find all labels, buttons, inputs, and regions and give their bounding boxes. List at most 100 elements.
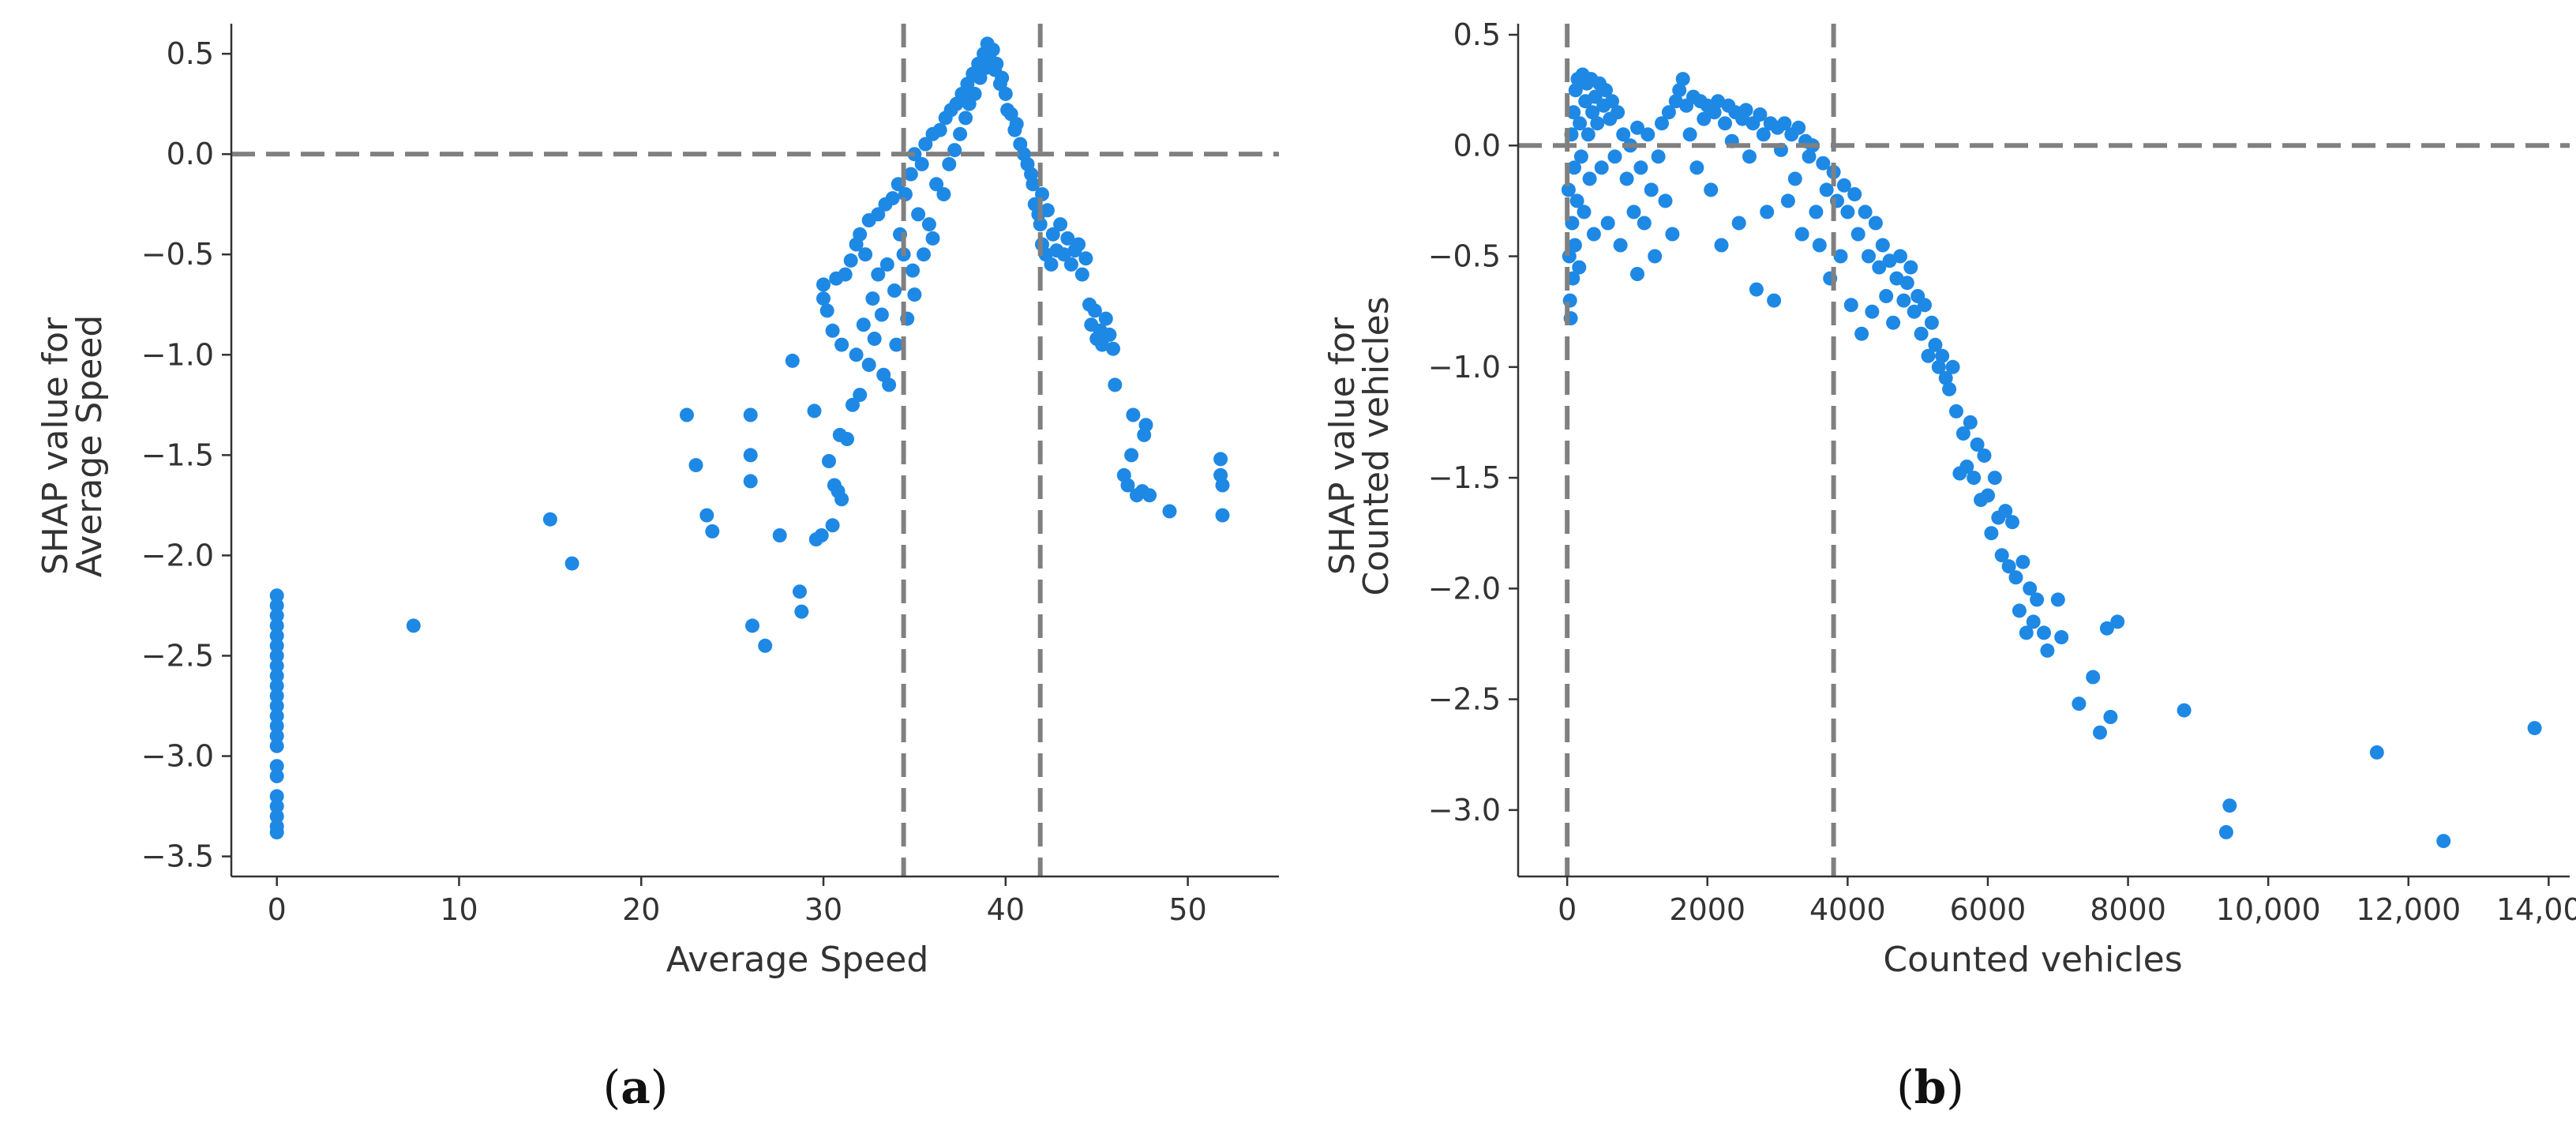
chart-a-point — [882, 377, 897, 392]
chart-b-point — [1582, 171, 1597, 186]
chart-a-point — [269, 588, 284, 603]
chart-b-point — [1816, 156, 1831, 171]
chart-b-point — [1665, 227, 1680, 242]
chart-b-point — [1707, 105, 1722, 120]
chart-b-x-tick-label: 8000 — [2090, 892, 2166, 927]
chart-b-point — [1777, 116, 1792, 131]
chart-b-point — [1738, 103, 1753, 118]
chart-b-point — [1868, 216, 1883, 231]
chart-b-point — [1802, 149, 1817, 164]
chart-a-point — [688, 458, 703, 473]
chart-a-x-tick-label: 10 — [440, 892, 478, 927]
chart-a-point — [758, 638, 773, 653]
chart-a-point — [743, 407, 758, 422]
chart-b-point — [1626, 205, 1641, 220]
chart-a-point — [889, 337, 904, 352]
chart-b-x-tick-label: 12,000 — [2356, 892, 2461, 927]
panel-b-label: (b) — [1896, 1060, 1964, 1114]
chart-a-point — [1071, 237, 1086, 252]
chart-a-point — [705, 524, 720, 539]
chart-a-point — [1142, 488, 1157, 503]
chart-b-point — [1833, 249, 1848, 264]
chart-a-point — [947, 143, 962, 158]
chart-b-point — [1893, 249, 1907, 264]
chart-a-point — [699, 508, 714, 523]
chart-b-point — [1840, 205, 1855, 220]
chart-a-point — [871, 207, 886, 222]
chart-a-point — [794, 604, 809, 619]
chart-b-point — [1567, 160, 1581, 175]
chart-b-point — [1633, 160, 1648, 175]
chart-b-point — [1921, 348, 1936, 363]
chart-a-point — [822, 454, 836, 468]
chart-b-x-tick-label: 2000 — [1669, 892, 1745, 927]
chart-b-point — [1854, 326, 1869, 341]
chart-b-point — [1879, 289, 1894, 303]
chart-a-point — [903, 167, 918, 182]
chart-b-point — [1886, 315, 1901, 330]
chart-a-point — [269, 689, 284, 704]
chart-a-point — [936, 187, 951, 201]
chart-a-point — [871, 267, 886, 282]
chart-a-point — [867, 332, 882, 346]
chart-b-point — [1651, 149, 1666, 164]
chart-b-point — [2005, 515, 2019, 530]
chart-b-point — [1760, 205, 1775, 220]
chart-a-point — [942, 156, 957, 171]
chart-a-point — [816, 277, 831, 292]
chart-b-point — [1850, 227, 1865, 242]
chart-b-point — [2110, 614, 2125, 629]
chart-b-point — [1718, 116, 1732, 131]
chart-a-point — [269, 738, 284, 753]
chart-b-point — [1588, 89, 1603, 104]
chart-b-point — [2012, 603, 2027, 618]
chart-b-point — [1977, 449, 1992, 463]
chart-a-point — [406, 618, 421, 633]
chart-a-point — [861, 358, 876, 372]
chart-a-point — [846, 397, 860, 412]
chart-a-point — [887, 283, 902, 298]
chart-b-point — [1931, 359, 1946, 374]
chart-a-point — [1124, 448, 1139, 463]
chart-b-point — [1689, 160, 1704, 175]
chart-b-point — [1959, 460, 1974, 474]
chart-a-point — [925, 231, 940, 246]
chart-a-point — [269, 648, 284, 663]
chart-b-point — [1637, 216, 1652, 231]
chart-b-point — [1697, 111, 1712, 126]
chart-a-point — [1108, 377, 1123, 392]
chart-b-point — [1794, 227, 1809, 242]
chart-a-point — [967, 86, 982, 101]
chart-b-point — [1872, 260, 1887, 275]
chart-a-point — [834, 492, 849, 507]
chart-b-point — [1903, 260, 1918, 275]
chart-a-point — [269, 618, 284, 633]
chart-a-point — [1215, 508, 1230, 523]
chart-b-point — [1791, 120, 1806, 135]
chart-b-point — [2072, 696, 2087, 711]
chart-b-y-tick-label: 0.0 — [1453, 128, 1501, 163]
chart-a-x-tick-label: 50 — [1168, 892, 1206, 927]
chart-a-point — [269, 659, 284, 674]
chart-b-point — [2050, 592, 2065, 607]
chart-b-y-tick-label: −1.0 — [1428, 350, 1501, 385]
chart-a-y-tick-label: −2.5 — [141, 638, 214, 673]
chart-b-x-axis-label: Counted vehicles — [1883, 940, 2182, 980]
chart-b-point — [1984, 526, 1999, 541]
chart-b-point — [2177, 703, 2192, 718]
chart-b-x-tick-label: 6000 — [1950, 892, 2027, 927]
chart-a-point — [1033, 217, 1048, 232]
chart-b-point — [2054, 630, 2069, 644]
chart-b-point — [1918, 298, 1932, 313]
chart-a-point — [269, 799, 284, 814]
chart-a-point — [874, 307, 889, 322]
chart-a-point — [269, 638, 284, 653]
chart-b-point — [1630, 120, 1644, 135]
chart-b-point — [2086, 670, 2101, 685]
chart-b-x-tick-label: 14,000 — [2496, 892, 2576, 927]
chart-b-point — [1967, 471, 1982, 486]
chart-b-point — [1616, 127, 1631, 142]
chart-a-point — [1053, 217, 1068, 232]
chart-b-point — [1865, 304, 1880, 319]
